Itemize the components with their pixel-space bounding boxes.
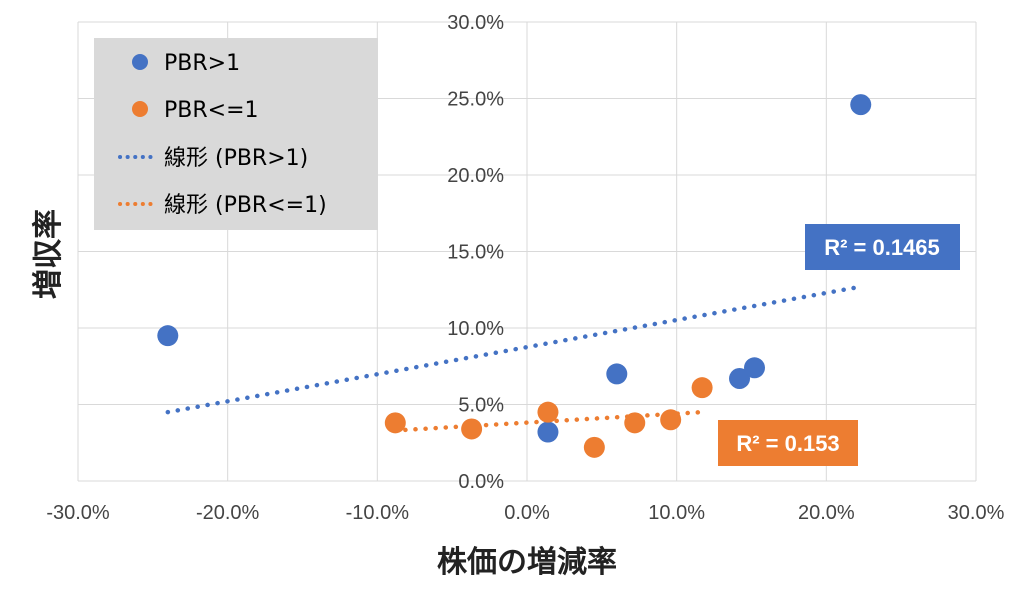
- data-point: [384, 412, 406, 434]
- data-point: [691, 377, 713, 399]
- data-point: [729, 367, 751, 389]
- legend-label-pbr-gt1: PBR>1: [164, 51, 240, 76]
- x-tick-labels: -30.0% -20.0% -10.0% 0.0% 10.0% 20.0% 30.0%: [46, 502, 1004, 524]
- data-point: [537, 401, 559, 423]
- data-point: [743, 357, 765, 379]
- x-axis-title: 株価の増減率: [437, 545, 617, 580]
- r2-text-pbr-gt1: R² = 0.1465: [824, 235, 940, 260]
- y-tick-label: 5.0%: [458, 395, 504, 417]
- legend-marker-pbr-gt1: [132, 54, 148, 70]
- y-tick-label: 30.0%: [447, 12, 504, 34]
- legend-label-trend-pbr-le1: 線形 (PBR<=1): [164, 193, 327, 218]
- r2-box-blue: [805, 224, 960, 270]
- legend-marker-pbr-le1: [132, 101, 148, 117]
- legend-label-pbr-le1: PBR<=1: [164, 98, 259, 123]
- data-point: [583, 436, 605, 458]
- y-axis-title: 増収率: [31, 209, 66, 299]
- data-point: [660, 409, 682, 431]
- y-tick-label: 15.0%: [447, 242, 504, 264]
- data-point: [850, 94, 872, 116]
- x-tick-label: 10.0%: [648, 502, 705, 524]
- x-tick-label: 0.0%: [504, 502, 550, 524]
- x-tick-label: -30.0%: [46, 502, 110, 524]
- legend-box: [94, 38, 378, 230]
- r2-text-pbr-le1: R² = 0.153: [736, 431, 839, 456]
- data-point: [537, 421, 559, 443]
- x-tick-label: -20.0%: [196, 502, 260, 524]
- r2-label-pbr-le1: R² = 0.153: [718, 420, 858, 466]
- data-point: [157, 325, 179, 347]
- data-points: [157, 94, 872, 458]
- r2-box-orange: [718, 420, 858, 466]
- data-point: [624, 412, 646, 434]
- y-tick-labels: 0.0% 5.0% 10.0% 15.0% 20.0% 25.0% 30.0%: [447, 12, 504, 493]
- legend: PBR>1 PBR<=1 線形 (PBR>1) 線形 (PBR<=1): [94, 38, 378, 230]
- x-tick-label: 20.0%: [798, 502, 855, 524]
- y-tick-label: 10.0%: [447, 318, 504, 340]
- y-tick-label: 25.0%: [447, 89, 504, 111]
- y-tick-label: 0.0%: [458, 471, 504, 493]
- r2-label-pbr-gt1: R² = 0.1465: [805, 224, 960, 270]
- data-point: [461, 418, 483, 440]
- x-tick-label: 30.0%: [948, 502, 1005, 524]
- y-tick-label: 20.0%: [447, 165, 504, 187]
- legend-label-trend-pbr-gt1: 線形 (PBR>1): [164, 146, 308, 171]
- x-tick-label: -10.0%: [346, 502, 410, 524]
- data-point: [606, 363, 628, 385]
- trendline: [165, 284, 864, 415]
